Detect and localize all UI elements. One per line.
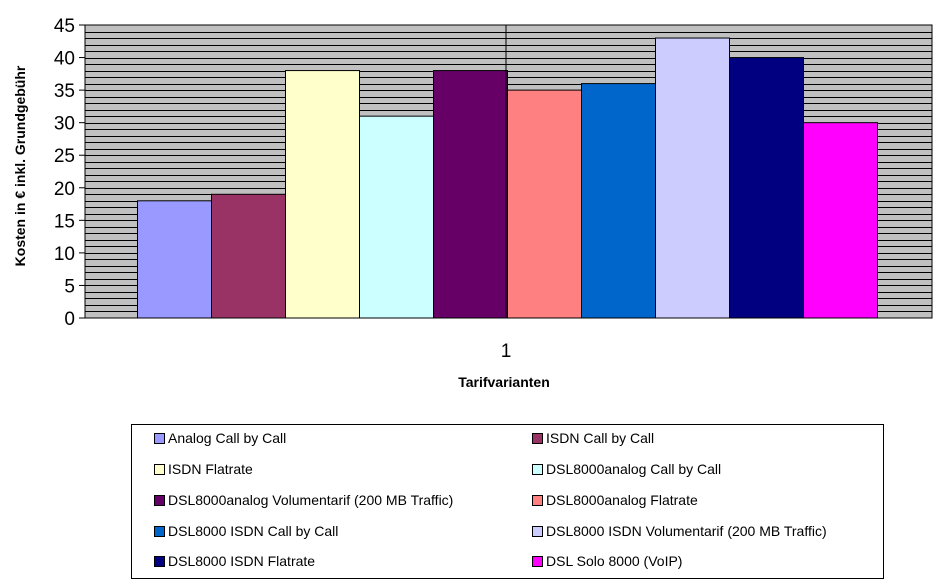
legend-label: DSL Solo 8000 (VoIP) — [546, 553, 683, 569]
bar — [729, 57, 804, 319]
bar — [433, 70, 508, 319]
y-tick-label: 25 — [54, 146, 75, 167]
legend-label: DSL8000analog Flatrate — [546, 492, 698, 508]
legend-label: Analog Call by Call — [168, 430, 287, 446]
y-tick-label: 15 — [54, 211, 75, 232]
x-tick-label: 1 — [501, 341, 512, 362]
legend-item: DSL8000analog Call by Call — [532, 460, 721, 478]
plot-border — [84, 24, 933, 319]
bar — [803, 122, 878, 319]
legend-label: DSL8000 ISDN Volumentarif (200 MB Traffi… — [546, 523, 827, 539]
legend-label: DSL8000 ISDN Call by Call — [168, 523, 339, 539]
y-tick-label: 45 — [54, 16, 75, 37]
legend-swatch — [154, 525, 165, 537]
legend-item: DSL8000analog Volumentarif (200 MB Traff… — [154, 491, 453, 509]
y-tick-label: 0 — [64, 309, 75, 330]
legend-swatch — [154, 555, 165, 567]
legend-item: ISDN Flatrate — [154, 460, 253, 478]
legend-label: ISDN Call by Call — [546, 430, 655, 446]
bar — [359, 115, 434, 319]
legend-swatch — [532, 494, 543, 506]
bar — [507, 89, 582, 319]
legend-item: DSL8000 ISDN Call by Call — [154, 522, 338, 540]
legend-swatch — [532, 555, 543, 567]
legend-item: Analog Call by Call — [154, 429, 286, 447]
legend-label: DSL8000analog Volumentarif (200 MB Traff… — [168, 492, 454, 508]
y-tick-label: 30 — [54, 114, 75, 135]
y-axis-title: Kosten in € inkl. Grundgebühr — [12, 65, 28, 266]
legend-swatch — [154, 432, 165, 444]
axes — [79, 24, 933, 319]
legend-swatch — [532, 463, 543, 475]
y-tick-label: 5 — [64, 276, 75, 297]
legend-label: ISDN Flatrate — [168, 461, 253, 477]
bar — [285, 70, 360, 319]
legend-label: DSL8000 ISDN Flatrate — [168, 553, 316, 569]
y-tick-labels: 0 5 10 15 20 25 30 35 40 45 — [54, 16, 75, 330]
legend-item: DSL8000 ISDN Volumentarif (200 MB Traffi… — [532, 522, 827, 540]
y-tick-label: 35 — [54, 81, 75, 102]
legend-swatch — [154, 463, 165, 475]
bar — [581, 83, 656, 319]
legend-item: DSL8000 ISDN Flatrate — [154, 552, 315, 570]
legend-swatch — [154, 494, 165, 506]
legend-label: DSL8000analog Call by Call — [546, 461, 722, 477]
legend-swatch — [532, 525, 543, 537]
bars — [137, 37, 878, 319]
x-axis-title: Tarifvarianten — [458, 374, 550, 390]
legend-swatch — [532, 432, 543, 444]
y-tick-label: 10 — [54, 244, 75, 265]
legend-item: DSL8000analog Flatrate — [532, 491, 698, 509]
legend-item: DSL Solo 8000 (VoIP) — [532, 552, 682, 570]
y-tick-label: 20 — [54, 179, 75, 200]
bar — [137, 200, 212, 319]
legend-item: ISDN Call by Call — [532, 429, 654, 447]
bar-chart: 0 5 10 15 20 25 30 35 40 45 1 Tarifvarianten Kost… — [12, 16, 933, 390]
bar — [211, 193, 286, 319]
bar — [655, 37, 730, 319]
y-tick-label: 40 — [54, 49, 75, 70]
legend: Analog Call by Call ISDN Call by Call ISDN… — [131, 424, 884, 579]
